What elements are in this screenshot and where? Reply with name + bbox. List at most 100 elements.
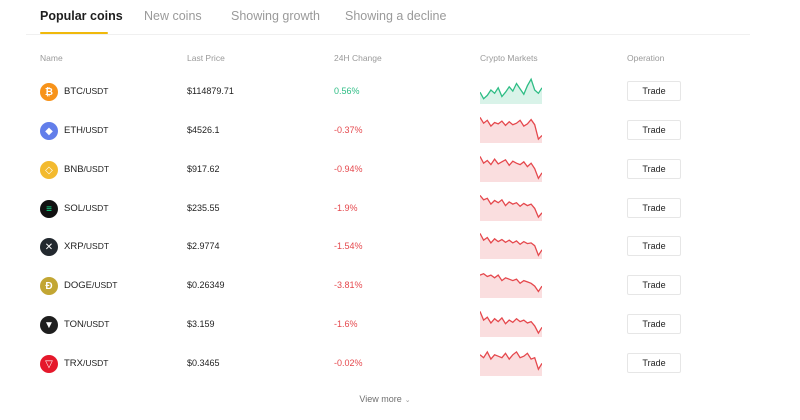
column-header-change: 24H Change [334, 53, 382, 63]
change-24h: -3.81% [334, 280, 363, 290]
table-row[interactable]: ▼ TON/USDT $3.159 -1.6% Trade [0, 306, 800, 345]
xrp-icon: ✕ [40, 238, 58, 256]
sparkline-chart [480, 350, 542, 376]
active-tab-indicator [40, 32, 108, 34]
sparkline-area [480, 273, 542, 298]
trade-button[interactable]: Trade [627, 353, 681, 373]
sparkline-line [480, 350, 542, 371]
sparkline-area [480, 117, 542, 143]
tab-showing-decline[interactable]: Showing a decline [345, 9, 447, 23]
table-header: Name Last Price 24H Change Crypto Market… [0, 53, 800, 65]
pair-base: BNB [64, 164, 84, 175]
change-24h: -0.02% [334, 358, 363, 368]
change-24h: 0.56% [334, 86, 360, 96]
pair-quote: /USDT [83, 241, 110, 251]
pair-base: TRX [64, 358, 83, 369]
solana-icon: ≡ [40, 200, 58, 218]
view-more-label: View more [359, 394, 402, 404]
table-row[interactable]: ◆ ETH/USDT $4526.1 -0.37% Trade [0, 112, 800, 151]
change-24h: -0.94% [334, 164, 363, 174]
table-row[interactable]: ≡ SOL/USDT $235.55 -1.9% Trade [0, 190, 800, 229]
sparkline-line [480, 117, 542, 141]
dogecoin-icon: Đ [40, 277, 58, 295]
sparkline-chart [480, 194, 542, 221]
column-header-name: Name [40, 53, 63, 63]
column-header-price: Last Price [187, 53, 225, 63]
tab-popular-coins[interactable]: Popular coins [40, 9, 123, 23]
last-price: $3.159 [187, 319, 215, 329]
sparkline-line [480, 194, 542, 219]
sparkline-area [480, 79, 542, 104]
last-price: $235.55 [187, 203, 220, 213]
tabs-divider [26, 34, 750, 35]
last-price: $4526.1 [187, 125, 220, 135]
pair-label: ETH/USDT [64, 125, 109, 136]
table-row[interactable]: ◇ BNB/USDT $917.62 -0.94% Trade [0, 151, 800, 190]
pair-quote: /USDT [83, 358, 109, 368]
pair-base: TON [64, 319, 84, 330]
table-row[interactable]: ₿ BTC/USDT $114879.71 0.56% Trade [0, 73, 800, 112]
sparkline-line [480, 233, 542, 257]
pair-label: TON/USDT [64, 319, 109, 330]
pair-label: BTC/USDT [64, 86, 109, 97]
sparkline-chart [480, 156, 542, 182]
pair-quote: /USDT [83, 125, 109, 135]
view-more-link[interactable]: View more ⌄ [0, 394, 770, 404]
last-price: $114879.71 [187, 86, 234, 96]
column-header-operation: Operation [627, 53, 665, 63]
sparkline-area [480, 233, 542, 259]
bitcoin-icon: ₿ [40, 83, 58, 101]
sparkline-chart [480, 117, 542, 143]
last-price: $917.62 [187, 164, 220, 174]
table-row[interactable]: ✕ XRP/USDT $2.9774 -1.54% Trade [0, 228, 800, 267]
pair-base: DOGE [64, 280, 92, 291]
trade-button[interactable]: Trade [627, 159, 681, 179]
pair-quote: /USDT [83, 203, 109, 213]
ton-icon: ▼ [40, 316, 58, 334]
tab-new-coins[interactable]: New coins [144, 9, 202, 23]
last-price: $2.9774 [187, 241, 220, 251]
sparkline-area [480, 156, 542, 182]
change-24h: -1.54% [334, 241, 363, 251]
pair-label: SOL/USDT [64, 203, 109, 214]
ethereum-icon: ◆ [40, 122, 58, 140]
sparkline-chart [480, 311, 542, 337]
pair-quote: /USDT [91, 280, 118, 290]
pair-label: XRP/USDT [64, 241, 109, 252]
coin-tabs: Popular coins New coins Showing growth S… [0, 0, 800, 36]
trade-button[interactable]: Trade [627, 314, 681, 334]
sparkline-area [480, 351, 542, 376]
trade-button[interactable]: Trade [627, 236, 681, 256]
bnb-icon: ◇ [40, 161, 58, 179]
sparkline-line [480, 156, 542, 180]
pair-quote: /USDT [83, 319, 110, 329]
sparkline-chart [480, 272, 542, 298]
trade-button[interactable]: Trade [627, 275, 681, 295]
change-24h: -1.9% [334, 203, 358, 213]
table-row[interactable]: ▽ TRX/USDT $0.3465 -0.02% Trade [0, 345, 800, 384]
column-header-markets: Crypto Markets [480, 53, 538, 63]
pair-base: SOL [64, 203, 84, 214]
trade-button[interactable]: Trade [627, 120, 681, 140]
sparkline-line [480, 272, 542, 293]
pair-quote: /USDT [83, 164, 110, 174]
pair-base: ETH [64, 125, 83, 136]
sparkline-line [480, 77, 542, 100]
tab-showing-growth[interactable]: Showing growth [231, 9, 320, 23]
sparkline-area [480, 195, 542, 221]
pair-base: XRP [64, 241, 84, 252]
pair-base: BTC [64, 86, 83, 97]
trade-button[interactable]: Trade [627, 198, 681, 218]
last-price: $0.26349 [187, 280, 225, 290]
change-24h: -1.6% [334, 319, 358, 329]
pair-label: BNB/USDT [64, 164, 109, 175]
trade-button[interactable]: Trade [627, 81, 681, 101]
sparkline-chart [480, 77, 542, 104]
sparkline-area [480, 311, 542, 337]
tron-icon: ▽ [40, 355, 58, 373]
pair-quote: /USDT [83, 86, 109, 96]
chevron-down-icon: ⌄ [404, 397, 411, 404]
sparkline-chart [480, 233, 542, 259]
table-row[interactable]: Đ DOGE/USDT $0.26349 -3.81% Trade [0, 267, 800, 306]
pair-label: DOGE/USDT [64, 280, 117, 291]
